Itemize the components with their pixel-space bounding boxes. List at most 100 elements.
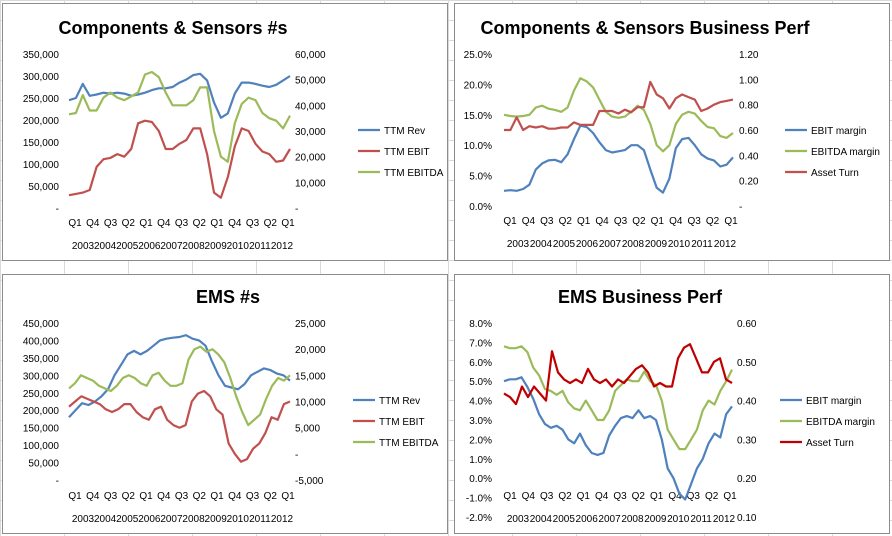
x-year-label: 2007: [160, 241, 183, 252]
x-quarter-label: Q2: [632, 491, 646, 502]
y-left-tick-label: 3.0%: [469, 416, 492, 427]
x-quarter-label: Q1: [281, 218, 295, 229]
x-quarter-label: Q2: [193, 218, 207, 229]
y-right-tick-label: 0.60: [737, 319, 757, 330]
y-right-tick-label: 0.40: [737, 397, 757, 408]
y-right-tick-label: -: [295, 204, 298, 215]
x-quarter-label: Q1: [577, 491, 591, 502]
y-left-tick-label: 150,000: [23, 138, 60, 149]
x-year-label: 2011: [249, 514, 271, 525]
x-year-label: 2003: [72, 241, 95, 252]
x-year-label: 2007: [599, 239, 622, 250]
x-year-label: 2004: [530, 514, 553, 525]
y-left-tick-label: 15.0%: [464, 111, 492, 122]
y-right-tick-label: 20,000: [295, 345, 326, 356]
y-right-tick-label: 0.10: [737, 513, 757, 524]
x-year-label: 2011: [249, 241, 271, 252]
x-quarter-label: Q3: [687, 216, 701, 227]
x-quarter-label: Q4: [668, 491, 682, 502]
x-quarter-label: Q1: [723, 491, 737, 502]
y-right-tick-label: -: [295, 450, 298, 461]
x-year-label: 2006: [138, 514, 161, 525]
y-left-tick-label: 300,000: [23, 371, 60, 382]
x-quarter-label: Q3: [687, 491, 701, 502]
x-quarter-label: Q1: [503, 491, 517, 502]
legend-label: TTM EBIT: [379, 417, 425, 428]
y-left-tick-label: -1.0%: [466, 494, 492, 505]
x-quarter-label: Q3: [613, 491, 627, 502]
y-left-tick-label: 5.0%: [469, 377, 492, 388]
x-quarter-label: Q3: [175, 491, 189, 502]
legend-label: TTM EBITDA: [379, 438, 439, 449]
x-year-label: 2003: [507, 239, 530, 250]
x-quarter-label: Q2: [122, 218, 136, 229]
series-line: [68, 345, 291, 427]
legend-label: Asset Turn: [811, 168, 859, 179]
legend-label: EBIT margin: [811, 126, 866, 137]
x-quarter-label: Q1: [210, 491, 224, 502]
legend-label: EBITDA margin: [811, 147, 880, 158]
y-left-tick-label: 200,000: [23, 116, 60, 127]
y-right-tick-label: 25,000: [295, 319, 326, 330]
x-quarter-label: Q2: [122, 491, 136, 502]
y-right-tick-label: 1.00: [739, 75, 759, 86]
x-quarter-label: Q3: [246, 491, 260, 502]
legend-label: TTM EBITDA: [384, 168, 444, 179]
series-line: [68, 334, 291, 418]
x-year-label: 2005: [116, 514, 139, 525]
x-quarter-label: Q4: [157, 491, 171, 502]
y-left-tick-label: 100,000: [23, 160, 60, 171]
x-year-label: 2011: [690, 514, 712, 525]
x-year-label: 2007: [598, 514, 621, 525]
y-right-tick-label: 15,000: [295, 371, 326, 382]
y-left-tick-label: 2.0%: [469, 435, 492, 446]
chart-svg: EMS Business Perf 8.0% 7.0% 6.0% 5.0% 4.0% 3.0…: [466, 287, 875, 525]
x-year-label: 2008: [182, 514, 205, 525]
x-year-label: 2011: [691, 239, 713, 250]
y-left-tick-label: 4.0%: [469, 397, 492, 408]
y-left-tick-label: 0.0%: [469, 474, 492, 485]
x-quarter-label: Q4: [669, 216, 683, 227]
chart-title: Components & Sensors Business Perf: [480, 18, 810, 38]
x-quarter-label: Q3: [175, 218, 189, 229]
y-left-tick-label: 8.0%: [469, 319, 492, 330]
legend-label: EBITDA margin: [806, 417, 875, 428]
chart-ems-numbers: EMS #s 450,000 400,000 350,000 300,000 250,00…: [2, 274, 448, 534]
series-line: [503, 343, 733, 406]
series-line: [503, 376, 733, 501]
y-left-tick-label: 400,000: [23, 336, 60, 347]
x-quarter-label: Q1: [68, 491, 82, 502]
x-year-label: 2006: [138, 241, 161, 252]
y-right-tick-label: 60,000: [295, 50, 326, 61]
y-left-tick-label: 0.0%: [469, 202, 492, 213]
x-year-label: 2008: [621, 514, 644, 525]
x-year-label: 2008: [182, 241, 205, 252]
x-year-label: 2004: [94, 514, 117, 525]
x-quarter-label: Q1: [139, 491, 153, 502]
x-year-label: 2008: [622, 239, 645, 250]
y-left-tick-label: 150,000: [23, 424, 60, 435]
y-right-tick-label: 10,000: [295, 398, 326, 409]
x-year-label: 2012: [714, 239, 737, 250]
x-quarter-label: Q4: [86, 491, 100, 502]
x-quarter-label: Q4: [522, 216, 536, 227]
x-year-label: 2009: [645, 239, 668, 250]
x-quarter-label: Q4: [228, 218, 242, 229]
x-quarter-label: Q4: [595, 216, 609, 227]
y-left-tick-label: 7.0%: [469, 338, 492, 349]
x-quarter-label: Q2: [705, 491, 719, 502]
y-left-tick-label: 450,000: [23, 319, 60, 330]
x-year-label: 2010: [227, 241, 250, 252]
x-quarter-label: Q3: [246, 218, 260, 229]
y-right-tick-label: 0.40: [739, 151, 759, 162]
y-left-tick-label: 250,000: [23, 94, 60, 105]
x-quarter-label: Q3: [540, 491, 554, 502]
x-year-label: 2004: [530, 239, 553, 250]
chart-svg: Components & Sensors Business Perf 25.0% 2…: [464, 18, 880, 250]
x-year-label: 2012: [713, 514, 736, 525]
legend-label: TTM Rev: [384, 126, 425, 137]
y-right-tick-label: 20,000: [295, 153, 326, 164]
x-year-label: 2004: [94, 241, 117, 252]
chart-svg: Components & Sensors #s 350,000 300,000 250…: [23, 18, 444, 252]
y-right-tick-label: 0.80: [739, 101, 759, 112]
